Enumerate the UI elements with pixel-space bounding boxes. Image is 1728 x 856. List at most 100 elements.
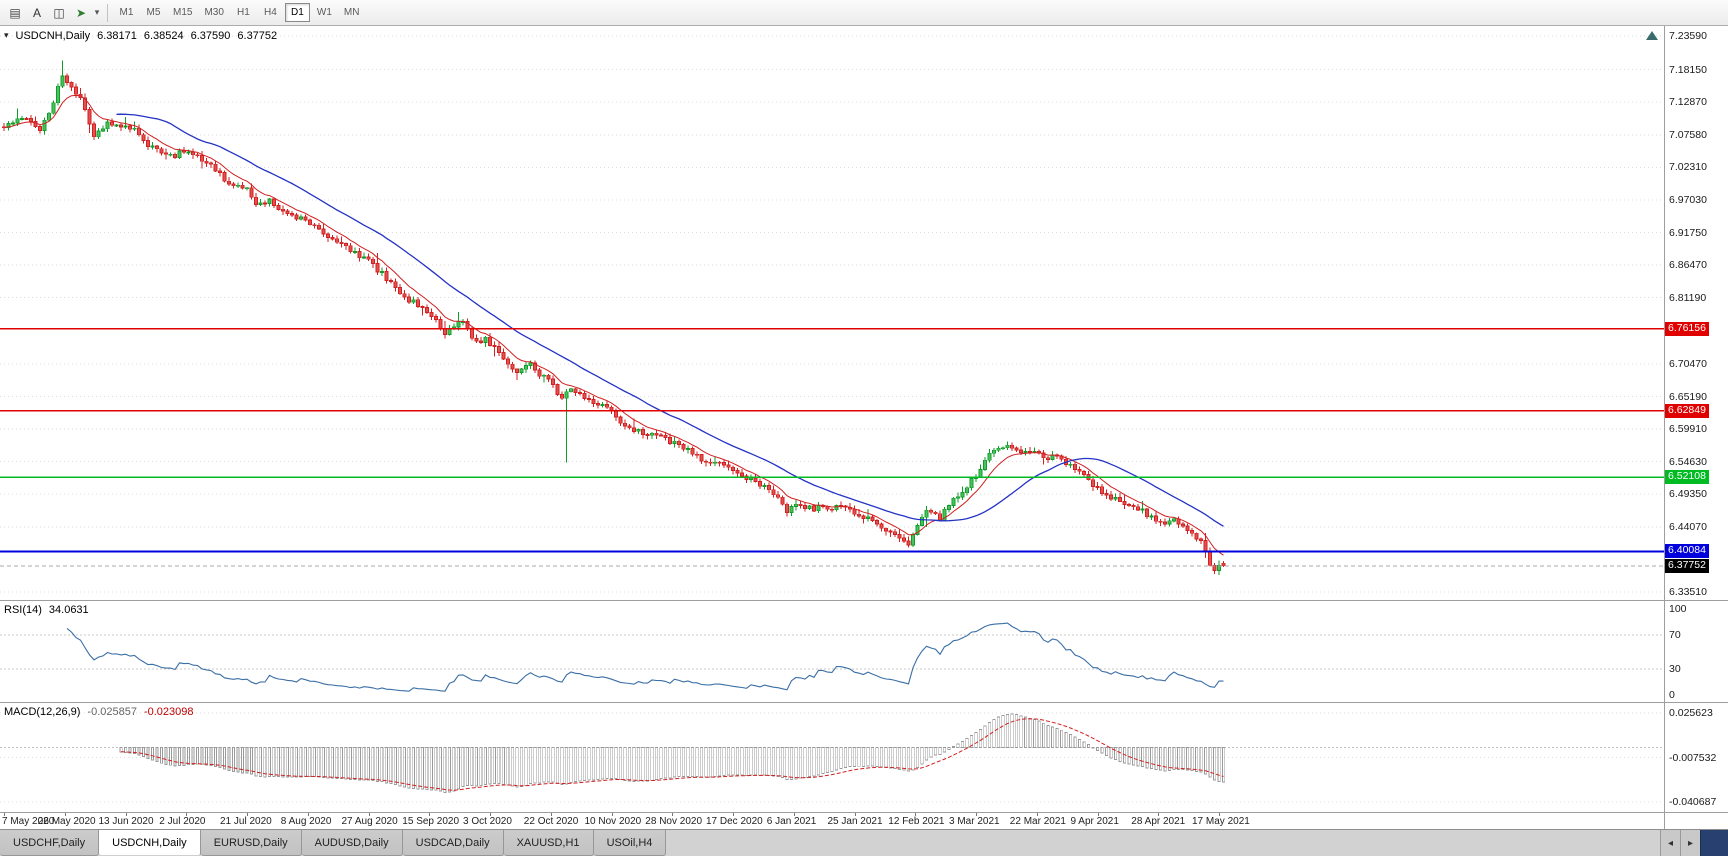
timeframe-button-m15[interactable]: M15 <box>173 7 193 18</box>
date-tick <box>915 813 917 816</box>
date-tick <box>854 813 856 816</box>
date-tick <box>550 813 552 816</box>
price-tick-label: 6.54630 <box>1669 455 1707 468</box>
macd-name: MACD(12,26,9) <box>4 706 81 718</box>
timeframe-button-h4[interactable]: H4 <box>264 7 277 18</box>
date-tick <box>247 813 248 816</box>
hline-price-badge: 6.40084 <box>1665 544 1709 559</box>
legend-open: 6.38171 <box>97 30 137 42</box>
date-tick <box>976 813 977 816</box>
rsi-tick-label: 100 <box>1669 603 1687 615</box>
chart-tab-usdcnh[interactable]: USDCNH,Daily <box>99 830 201 856</box>
timeframe-button-m5[interactable]: M5 <box>146 7 161 18</box>
timeframe-button-group: M1 M5 M15 M30 H1 H4 D1 W1 MN <box>113 3 365 22</box>
one-click-trading-icon[interactable]: ▾ <box>4 30 9 40</box>
date-label: 26 May 2020 <box>37 816 96 827</box>
timeframe-button-h1[interactable]: H1 <box>237 7 250 18</box>
date-tick <box>4 813 5 816</box>
tab-bar-spacer <box>666 830 1660 856</box>
date-tick <box>1036 813 1038 816</box>
rsi-tick-label: 0 <box>1669 689 1675 701</box>
date-tick <box>733 813 734 816</box>
legend-close: 6.37752 <box>237 30 278 42</box>
date-label: 2 Jul 2020 <box>159 816 206 827</box>
price-tick-label: 6.65190 <box>1669 390 1707 403</box>
rsi-indicator-pane[interactable]: RSI(14) 34.0631 <box>0 601 1664 702</box>
text-tool-icon[interactable]: A <box>32 5 41 20</box>
date-tick <box>368 813 370 816</box>
price-tick-label: 6.59910 <box>1669 423 1707 436</box>
chevron-down-icon[interactable]: ▾ <box>94 7 100 17</box>
price-tick-label: 6.33510 <box>1669 586 1707 598</box>
date-label: 25 Jan 2021 <box>827 816 883 827</box>
date-label: 12 Feb 2021 <box>888 816 945 827</box>
current-price-badge: 6.37752 <box>1665 558 1709 573</box>
date-label: 9 Apr 2021 <box>1070 816 1119 827</box>
legend-high: 6.38524 <box>143 30 184 42</box>
macd-value-signal: -0.023098 <box>143 706 194 718</box>
date-label: 6 Jan 2021 <box>766 816 817 827</box>
price-tick-label: 6.49350 <box>1669 488 1707 501</box>
chart-tab-audusd[interactable]: AUDUSD,Daily <box>301 830 403 856</box>
chart-tab-bar: USDCHF,Daily USDCNH,Daily EURUSD,Daily AUDU… <box>0 829 1728 856</box>
date-tick <box>672 813 674 816</box>
tab-scroll-left-button[interactable]: ◂ <box>1660 830 1680 856</box>
price-chart-pane[interactable]: ▾ USDCNH,Daily 6.38171 6.38524 6.37590 6… <box>0 26 1664 600</box>
timeframe-button-d1[interactable]: D1 <box>284 3 310 22</box>
toolbar-icon-group: ▤ A ◫ ➤ <box>4 3 92 23</box>
top-toolbar: ▤ A ◫ ➤ ▾ M1 M5 M15 M30 H1 H4 D1 W1 MN <box>0 0 1728 26</box>
price-tick-label: 6.91750 <box>1669 226 1707 239</box>
price-tick-label: 6.86470 <box>1669 259 1707 272</box>
chart-shift-marker <box>1646 31 1658 40</box>
timeframe-button-m30[interactable]: M30 <box>204 7 224 18</box>
price-tick-label: 7.07580 <box>1669 128 1707 141</box>
macd-label: MACD(12,26,9) -0.025857 -0.023098 <box>4 706 194 718</box>
date-tick <box>1219 813 1220 816</box>
chart-legend: ▾ USDCNH,Daily 6.38171 6.38524 6.37590 6… <box>4 30 277 42</box>
pane-separator[interactable] <box>0 702 1728 703</box>
template-icon[interactable]: ◫ <box>53 5 65 20</box>
chart-list-icon[interactable]: ▤ <box>9 5 21 20</box>
macd-tick-label: -0.007532 <box>1669 751 1717 764</box>
date-label: 13 Jun 2020 <box>98 816 154 827</box>
date-label: 3 Oct 2020 <box>463 816 512 827</box>
price-tick-label: 7.12870 <box>1669 96 1707 109</box>
price-scale[interactable]: 7.23590 7.18150 7.12870 7.07580 7.02310 6.970… <box>1665 26 1728 829</box>
chart-tab-usoil[interactable]: USOil,H4 <box>593 830 667 856</box>
price-tick-label: 7.23590 <box>1669 30 1707 42</box>
date-tick <box>1158 813 1160 816</box>
macd-indicator-pane[interactable]: MACD(12,26,9) -0.025857 -0.023098 <box>0 703 1664 812</box>
macd-value-main: -0.025857 <box>87 706 137 718</box>
rsi-label: RSI(14) 34.0631 <box>4 604 89 616</box>
chart-tab-eurusd[interactable]: EURUSD,Daily <box>200 830 302 856</box>
timeframe-button-mn[interactable]: MN <box>343 7 360 18</box>
chart-tab-xauusd[interactable]: XAUUSD,H1 <box>503 830 594 856</box>
date-label: 3 Mar 2021 <box>949 816 1000 827</box>
tab-scroll-right-button[interactable]: ▸ <box>1680 830 1700 856</box>
date-tick <box>1097 813 1099 816</box>
legend-symbol: USDCNH,Daily <box>15 30 91 42</box>
cursor-tool-icon[interactable]: ➤ <box>75 5 87 20</box>
date-tick <box>125 813 127 816</box>
price-tick-label: 7.02310 <box>1669 161 1707 174</box>
hline-price-badge: 6.62849 <box>1665 403 1709 418</box>
toolbar-separator <box>107 3 108 22</box>
date-tick <box>64 813 66 816</box>
timeframe-button-w1[interactable]: W1 <box>316 7 332 18</box>
price-tick-label: 6.81190 <box>1669 291 1707 304</box>
date-tick <box>611 813 613 816</box>
hline-price-badge: 6.52108 <box>1665 470 1709 485</box>
date-label: 17 Dec 2020 <box>706 816 763 827</box>
date-label: 28 Apr 2021 <box>1131 816 1186 827</box>
rsi-name: RSI(14) <box>4 604 42 616</box>
chart-window[interactable]: ▾ USDCNH,Daily 6.38171 6.38524 6.37590 6… <box>0 26 1728 829</box>
pane-separator[interactable] <box>0 600 1728 601</box>
date-tick <box>793 813 795 816</box>
timeframe-button-m1[interactable]: M1 <box>119 7 134 18</box>
hline-price-badge: 6.76156 <box>1665 321 1709 336</box>
price-tick-label: 6.70470 <box>1669 357 1707 370</box>
date-axis[interactable]: 7 May 2020 26 May 2020 13 Jun 2020 2 Jul 20… <box>0 812 1728 829</box>
chart-tab-usdchf[interactable]: USDCHF,Daily <box>0 830 100 856</box>
window-corner-box <box>1700 830 1728 856</box>
chart-tab-usdcad[interactable]: USDCAD,Daily <box>402 830 504 856</box>
